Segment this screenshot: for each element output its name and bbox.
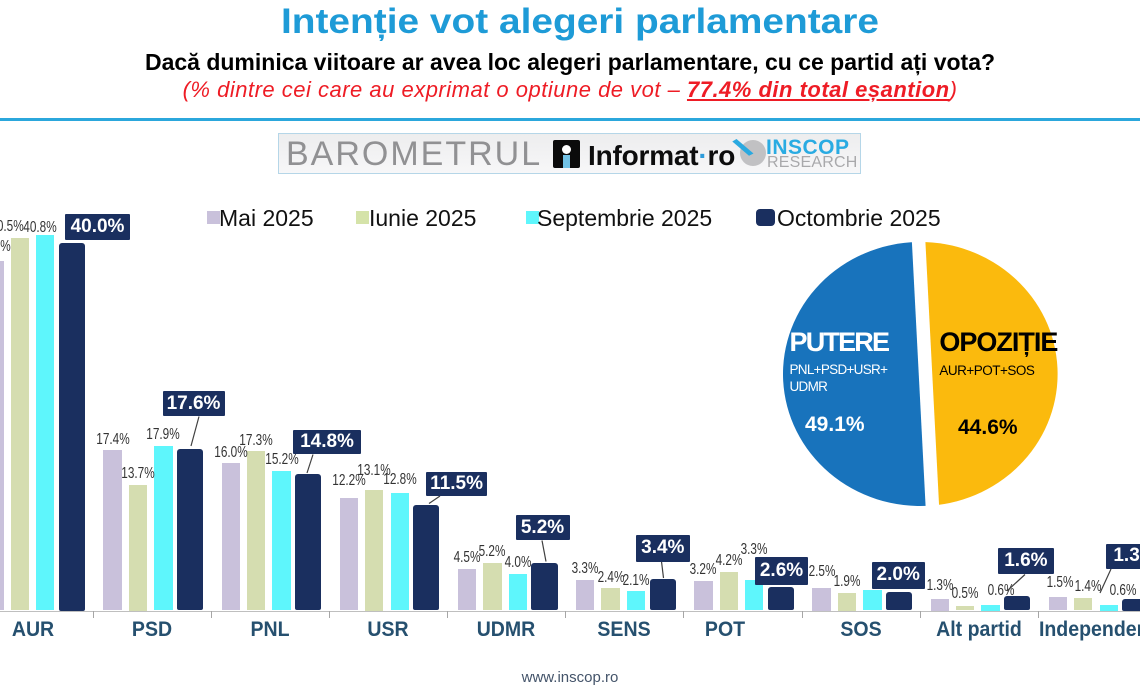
svg-text:PUTERE: PUTERE: [790, 327, 890, 357]
svg-text:44.6%: 44.6%: [958, 416, 1018, 439]
svg-text:OPOZIȚIE: OPOZIȚIE: [939, 327, 1057, 357]
svg-text:PNL+PSD+USR+: PNL+PSD+USR+: [790, 362, 889, 377]
svg-text:UDMR: UDMR: [790, 379, 829, 394]
svg-text:AUR+POT+SOS: AUR+POT+SOS: [939, 363, 1035, 378]
svg-text:49.1%: 49.1%: [805, 413, 865, 436]
